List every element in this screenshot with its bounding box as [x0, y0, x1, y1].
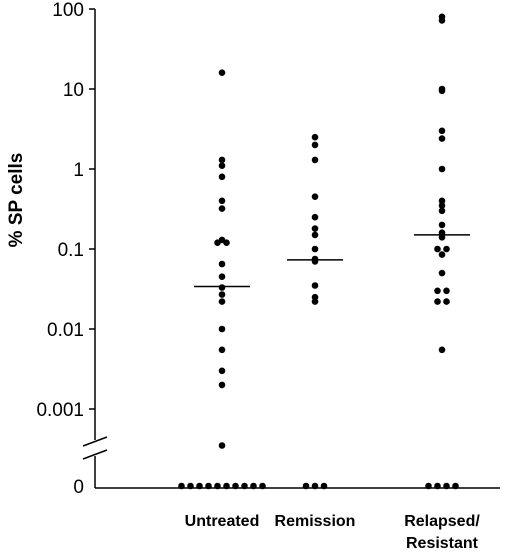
data-point	[311, 298, 319, 305]
data-point	[259, 482, 266, 490]
data-point	[320, 482, 328, 490]
data-point	[438, 207, 446, 215]
data-point	[223, 239, 230, 246]
data-point	[438, 87, 446, 95]
data-point	[438, 202, 446, 209]
data-point	[438, 17, 446, 24]
data-point	[250, 482, 257, 490]
axes	[82, 9, 500, 489]
y-tick-label: 100	[52, 0, 84, 21]
y-tick-label: 0	[73, 477, 84, 498]
data-point	[311, 282, 319, 289]
data-point	[311, 193, 319, 200]
data-point	[218, 442, 226, 449]
y-ticks: 100 10 1 0.1 0.01 0.001 0	[36, 0, 95, 498]
data-point	[438, 269, 446, 277]
data-point	[438, 197, 446, 205]
data-point	[205, 482, 212, 490]
y-tick-label: 0.01	[47, 320, 84, 341]
data-point	[187, 482, 194, 490]
data-point	[218, 325, 226, 333]
data-point	[311, 213, 319, 221]
data-point	[218, 381, 226, 389]
data-point	[218, 291, 226, 298]
x-category-label: Untreated	[185, 513, 260, 530]
data-point	[434, 298, 441, 305]
data-point	[178, 482, 185, 490]
data-point	[425, 482, 432, 490]
axis-break-mark	[82, 449, 108, 460]
data-point	[218, 284, 226, 291]
x-category-label: Relapsed/	[404, 513, 480, 530]
data-point	[218, 156, 226, 164]
data-point	[218, 162, 226, 169]
data-point	[438, 346, 446, 354]
data-point	[438, 251, 446, 258]
data-point	[218, 367, 226, 375]
data-point	[223, 482, 230, 490]
category-labels: Untreated Remission Relapsed/Resistant	[185, 513, 481, 552]
data-point	[311, 231, 319, 239]
data-point	[434, 287, 441, 295]
data-point	[241, 482, 248, 490]
data-points	[178, 13, 459, 490]
data-point	[443, 482, 450, 490]
data-point	[311, 225, 319, 232]
data-point	[438, 135, 446, 142]
y-axis-label: % SP cells	[6, 153, 27, 248]
data-point	[443, 298, 450, 305]
data-point	[311, 245, 319, 253]
data-point	[214, 482, 221, 490]
y-tick-label: 1	[73, 160, 84, 181]
y-tick-label: 0.001	[36, 400, 84, 421]
data-point	[311, 482, 319, 490]
data-point	[452, 482, 459, 490]
x-category-label: Remission	[275, 513, 356, 530]
data-point	[218, 205, 226, 212]
x-category-label-line2: Resistant	[406, 535, 479, 552]
median-lines	[194, 234, 470, 288]
data-point	[443, 287, 450, 295]
data-point	[218, 197, 226, 205]
data-point	[218, 173, 226, 181]
data-point	[218, 346, 226, 354]
data-point	[438, 165, 446, 173]
data-point	[218, 260, 226, 268]
data-point	[214, 239, 221, 246]
y-tick-label: 10	[63, 80, 84, 101]
data-point	[438, 127, 446, 135]
data-point	[218, 273, 226, 281]
y-tick-label: 0.1	[58, 240, 84, 261]
data-point	[196, 482, 203, 490]
data-point	[311, 258, 319, 265]
data-point	[434, 245, 441, 253]
data-point	[218, 69, 226, 76]
axis-break-mark	[82, 436, 108, 447]
data-point	[311, 141, 319, 149]
data-point	[302, 482, 310, 490]
data-point	[434, 482, 441, 490]
data-point	[232, 482, 239, 490]
data-point	[443, 245, 450, 253]
data-point	[218, 298, 226, 305]
data-point	[438, 221, 446, 229]
data-point	[311, 156, 319, 164]
data-point	[311, 133, 319, 141]
